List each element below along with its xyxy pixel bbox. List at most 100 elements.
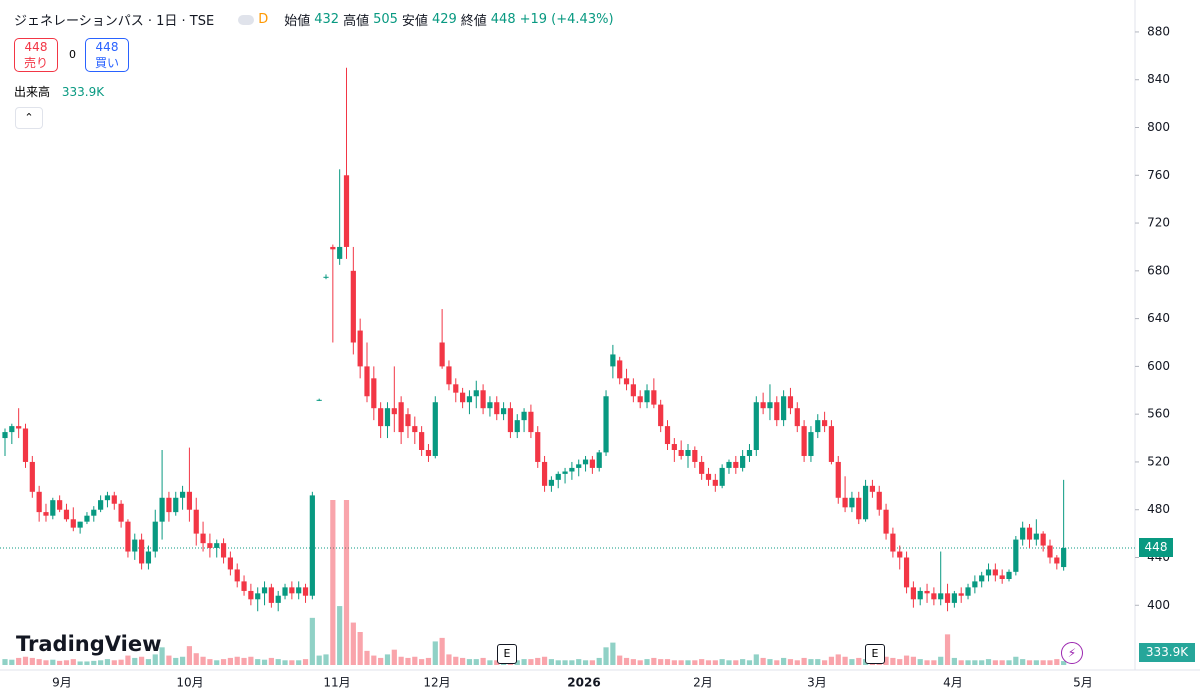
candle-body: [159, 497, 165, 522]
candle-body: [589, 459, 595, 468]
volume-bar: [692, 660, 698, 665]
x-tick-label: 10月: [176, 676, 203, 690]
volume-bar: [439, 637, 445, 665]
candle-body: [419, 432, 425, 450]
volume-bar: [357, 632, 363, 665]
volume-bar: [1020, 659, 1026, 665]
candle-body: [1054, 557, 1060, 564]
candle-body: [186, 491, 193, 510]
candle-body: [425, 450, 432, 456]
volume-bar: [822, 660, 828, 665]
buy-button[interactable]: 448 買い: [85, 38, 129, 72]
candle-body: [555, 473, 561, 480]
candle-body: [98, 500, 104, 510]
volume-bar: [938, 656, 944, 665]
candle-body: [91, 509, 97, 516]
candle-body: [733, 461, 739, 468]
volume-bar: [924, 660, 930, 665]
candle-body: [562, 471, 568, 474]
candle-body: [890, 533, 896, 552]
volume-bar: [712, 660, 718, 665]
volume-bar: [897, 659, 903, 665]
volume-bar: [391, 649, 397, 665]
candle-body: [931, 593, 937, 600]
volume-bar: [166, 655, 172, 665]
candle-body: [862, 485, 869, 520]
volume-bar: [671, 660, 677, 665]
y-tick-label: 560: [1147, 407, 1170, 421]
candle-body: [500, 408, 507, 415]
toggle[interactable]: [238, 14, 255, 25]
candle-body: [999, 575, 1005, 579]
symbol: ジェネレーションパス · 1日 · TSE: [14, 14, 215, 29]
x-tick-label: 4月: [943, 676, 963, 690]
lightning-icon[interactable]: ⚡: [1061, 642, 1083, 664]
candle-body: [255, 593, 261, 600]
volume-bar: [781, 657, 787, 665]
candle-body: [460, 392, 466, 403]
volume-bar: [57, 660, 63, 665]
volume-price-label: 333.9K: [1139, 643, 1195, 662]
candle-body: [43, 512, 49, 516]
candle-body: [1020, 527, 1026, 540]
candle-body: [965, 587, 971, 596]
high: 505: [373, 12, 398, 27]
volume-bar: [951, 657, 957, 665]
candle-body: [719, 467, 725, 486]
volume-bar: [521, 659, 527, 665]
volume-bar: [726, 660, 732, 665]
candle-body: [480, 390, 486, 409]
volume-bar: [405, 657, 411, 665]
volume-bar: [965, 660, 971, 665]
candle-body: [84, 515, 90, 522]
candle-body: [897, 551, 903, 558]
candle-body: [1026, 527, 1033, 540]
volume-bar: [22, 656, 29, 665]
x-tick-label: 11月: [323, 676, 350, 690]
volume-bar: [98, 660, 104, 665]
x-tick-label: 5月: [1073, 676, 1093, 690]
candle-body: [774, 402, 780, 421]
volume-legend: 出来高 333.9K: [14, 83, 104, 100]
event-marker[interactable]: E: [865, 644, 885, 664]
volume-bar: [473, 659, 479, 665]
candle-body: [1061, 547, 1067, 568]
volume-bar: [617, 655, 623, 665]
candle-body: [104, 495, 111, 501]
candle-body: [507, 408, 514, 433]
candle-body: [139, 539, 145, 564]
candle-body: [282, 587, 288, 596]
volume-bar: [610, 642, 616, 665]
candle-body: [1040, 533, 1046, 546]
volume-bar: [705, 660, 712, 665]
candle-body: [132, 539, 138, 552]
candle-body: [398, 402, 404, 433]
candle-body: [528, 411, 534, 433]
volume-bar: [111, 660, 117, 665]
candle-body: [412, 426, 418, 433]
volume-bar: [1026, 660, 1033, 665]
candle-body: [651, 390, 657, 405]
candle-body: [883, 509, 889, 534]
volume-bar: [173, 657, 179, 665]
volume-bar: [1006, 660, 1012, 665]
collapse-button[interactable]: ⌃: [15, 107, 43, 129]
volume-bar: [548, 659, 554, 665]
candle-body: [685, 450, 691, 456]
volume-bar: [159, 647, 165, 665]
candle-body: [856, 497, 862, 520]
volume-bar: [678, 660, 684, 665]
candle-body: [671, 444, 677, 450]
sell-button[interactable]: 448 売り: [14, 38, 58, 72]
volume-bar: [419, 659, 425, 665]
candle-body: [699, 461, 705, 474]
volume-bar: [446, 654, 452, 665]
candle-body: [822, 420, 828, 427]
event-marker[interactable]: E: [497, 644, 517, 664]
candle-body: [541, 461, 548, 486]
low-label: 安値: [401, 14, 428, 29]
candle-body: [514, 420, 520, 433]
volume-bar: [350, 622, 356, 665]
y-tick-label: 800: [1147, 120, 1170, 134]
candle-body: [323, 276, 329, 278]
